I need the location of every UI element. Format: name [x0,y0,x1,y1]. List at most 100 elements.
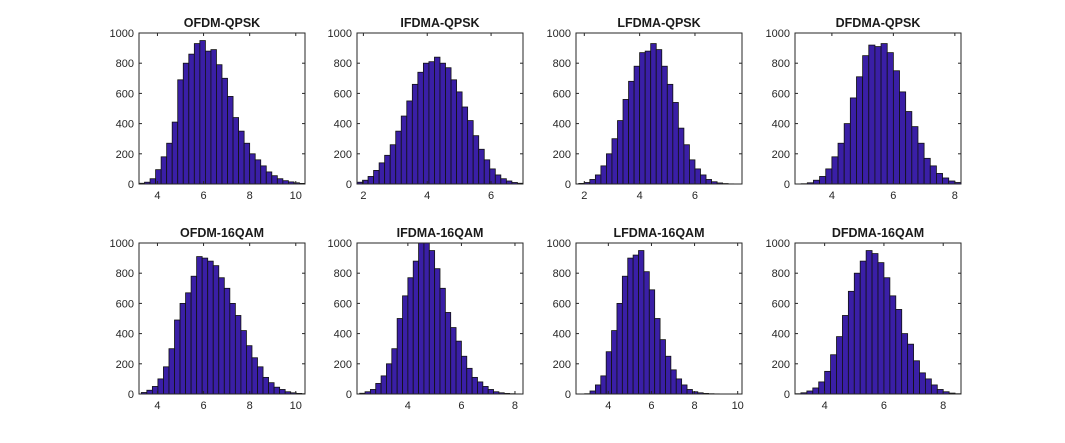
bars [794,250,962,395]
subplot-1: 0 200 400 600 800 1000 2 4 6 IFDMA-QPSK [328,16,524,202]
x-tick-label: 4 [637,190,643,202]
bar [899,91,907,185]
bar [396,318,403,395]
bar [422,62,430,185]
bar [472,135,480,185]
bar [229,302,236,395]
bars [356,56,524,185]
x-tick-label: 6 [692,190,698,202]
bar [694,168,701,185]
y-tick-label: 0 [346,389,352,401]
bar [240,330,247,395]
y-tick-label: 600 [116,298,134,310]
y-tick-label: 200 [553,149,571,161]
bar [276,178,284,185]
y-tick-label: 800 [553,268,571,280]
bar [243,142,251,185]
bar [659,339,666,395]
subplot-2: 0 200 400 600 800 1000 2 4 6 LFDMA-QPSK [547,16,743,202]
bar [883,277,891,395]
bar [218,277,225,395]
bar [812,387,820,395]
y-tick-label: 0 [565,179,571,191]
y-tick-label: 200 [116,359,134,371]
bar [589,179,596,185]
bar [911,126,919,185]
y-tick-label: 400 [772,329,790,341]
x-tick-label: 4 [424,190,430,202]
bar [871,253,879,395]
y-tick-label: 400 [116,329,134,341]
subplot-4: 0 200 400 600 800 1000 4 6 8 10 OFDM-16QAM [110,226,306,412]
bar [632,254,639,395]
bar [265,171,273,185]
bar [837,142,845,185]
chart-title: LFDMA-QPSK [617,16,700,30]
chart-title: DFDMA-QPSK [836,16,921,30]
bar [905,111,913,185]
bar [204,50,212,185]
bars [140,256,306,395]
bar [936,389,944,395]
bar [477,381,484,395]
bar [384,154,391,185]
y-tick-label: 200 [116,149,134,161]
bar [445,67,452,185]
bar [257,366,264,395]
x-tick-label: 4 [829,190,835,202]
bar [467,120,474,185]
axes-frame [575,32,743,185]
bar [842,315,849,395]
x-tick-label: 8 [247,190,253,202]
bar [892,70,900,185]
x-tick-label: 8 [940,400,946,412]
bar [234,315,242,395]
bar [367,176,374,185]
y-tick-label: 800 [116,268,134,280]
bar [193,43,201,185]
y-tick-label: 400 [553,329,571,341]
x-tick-label: 6 [200,400,206,412]
bar [617,120,624,185]
y-tick-label: 600 [116,88,134,100]
bar [182,62,190,185]
bar [171,121,179,185]
x-tick-label: 8 [512,400,518,412]
x-tick-label: 6 [200,190,206,202]
bars [578,43,735,185]
bar [471,376,478,395]
bars [359,242,521,395]
bar [868,44,876,185]
bar [271,175,278,185]
y-tick-label: 1000 [766,238,790,250]
bar [434,268,441,395]
bar [606,153,613,185]
x-tick-label: 6 [881,400,887,412]
y-tick-label: 800 [772,58,790,70]
y-tick-label: 200 [553,359,571,371]
bar [188,53,195,185]
x-tick-label: 2 [360,190,366,202]
bar [369,389,377,395]
subplot-0: 0 200 400 600 800 1000 4 6 8 10 OFDM-QPSK [110,16,306,202]
bar [212,265,220,395]
bar [168,348,175,395]
bar [207,260,214,395]
bar [482,386,489,395]
y-tick-label: 400 [116,119,134,131]
y-tick-label: 400 [772,119,790,131]
bar [434,56,441,185]
bar [594,174,602,185]
bar [179,302,186,395]
bars [800,43,962,185]
bar [683,144,690,185]
bar [936,173,943,185]
bar [146,389,153,395]
x-tick-label: 10 [732,400,744,412]
subplot-5: 0 200 400 600 800 1000 4 6 8 IFDMA-16QAM [328,226,524,412]
chart-title: OFDM-16QAM [180,226,264,240]
y-tick-label: 800 [772,268,790,280]
axes-frame [794,242,962,395]
bar [919,372,926,395]
bar [670,369,677,395]
